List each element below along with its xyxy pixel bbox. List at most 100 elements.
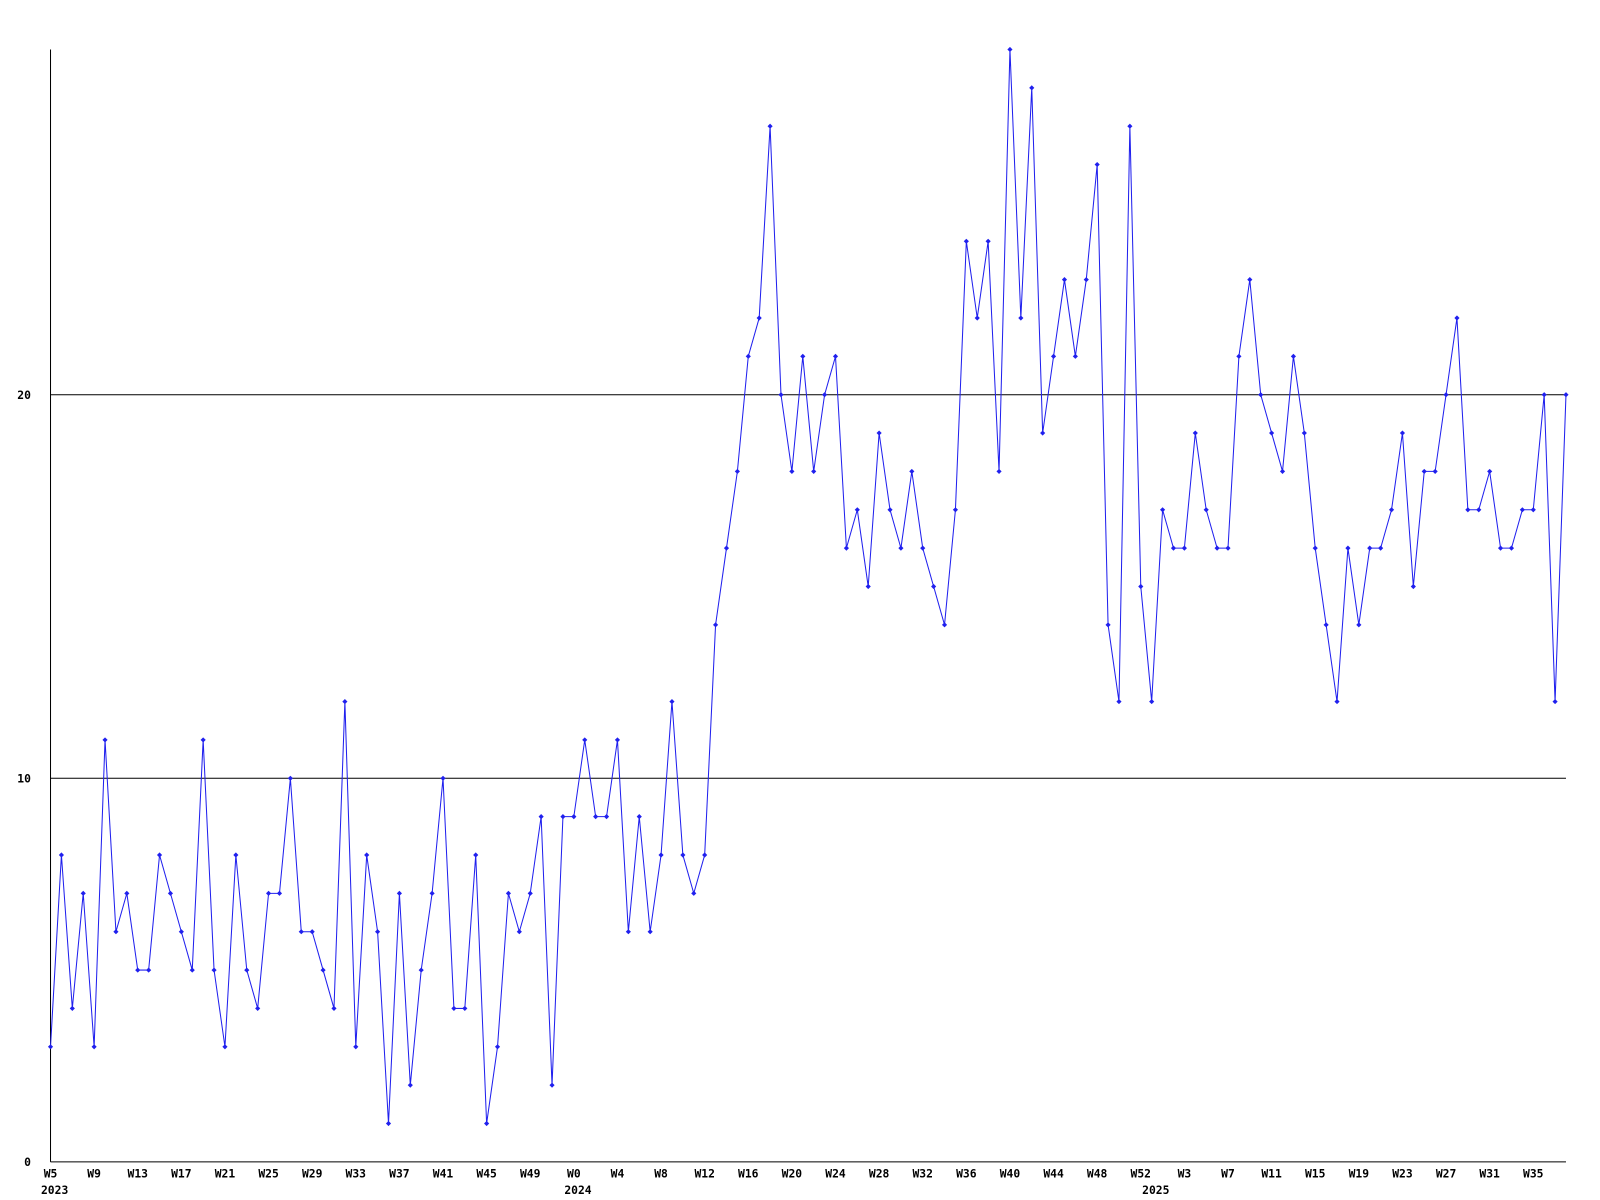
data-point: [723, 545, 730, 551]
x-tick-label: W24: [825, 1166, 846, 1180]
data-point: [265, 890, 272, 896]
data-point: [1094, 161, 1100, 168]
data-point: [1497, 545, 1504, 551]
data-point: [494, 1044, 501, 1050]
data-point: [1421, 468, 1427, 474]
x-tick-label: W8: [654, 1166, 668, 1180]
data-point: [342, 698, 348, 705]
data-point: [407, 1082, 413, 1088]
x-tick-label: W21: [215, 1166, 236, 1180]
data-point: [1465, 507, 1471, 513]
x-tick-label: W7: [1221, 1166, 1235, 1180]
data-point: [560, 814, 566, 820]
x-tick-label: W44: [1043, 1166, 1064, 1180]
data-point: [909, 468, 915, 474]
x-tick-label: W23: [1392, 1166, 1413, 1180]
data-point: [1138, 583, 1144, 590]
x-tick-label: W52: [1131, 1166, 1151, 1180]
x-tick-label: W48: [1087, 1166, 1108, 1180]
x-tick-label: W11: [1261, 1166, 1282, 1180]
data-point: [1290, 353, 1296, 359]
data-point: [1508, 545, 1515, 551]
data-point: [1388, 507, 1395, 513]
data-point: [1410, 583, 1416, 590]
x-tick-label: W9: [87, 1166, 101, 1180]
x-year-label: 2023: [41, 1183, 68, 1197]
data-point: [276, 890, 283, 896]
data-point: [1192, 430, 1198, 436]
data-point: [854, 507, 860, 513]
x-tick-label: W41: [433, 1166, 454, 1180]
data-point: [505, 890, 512, 896]
data-point: [876, 430, 882, 436]
data-point: [1007, 46, 1013, 53]
x-tick-label: W19: [1349, 1166, 1370, 1180]
data-point: [614, 737, 621, 743]
data-point: [996, 468, 1002, 474]
x-tick-label: W17: [171, 1166, 191, 1180]
data-point: [603, 814, 610, 820]
data-point: [1519, 507, 1525, 513]
data-point: [658, 852, 664, 858]
y-tick-label: 10: [17, 771, 31, 785]
data-point: [233, 852, 239, 858]
x-tick-label: W37: [389, 1166, 409, 1180]
data-point: [1018, 315, 1024, 321]
data-point: [1170, 545, 1177, 551]
data-point: [1269, 430, 1275, 436]
data-point: [952, 507, 959, 513]
data-point: [1127, 123, 1133, 129]
x-tick-label: W25: [258, 1166, 279, 1180]
data-point: [353, 1044, 359, 1050]
data-point: [473, 852, 479, 858]
data-point: [1072, 353, 1078, 359]
data-point: [516, 929, 522, 935]
data-point: [887, 507, 893, 513]
data-point: [1541, 392, 1547, 398]
data-point: [1399, 430, 1406, 436]
x-year-label: 2024: [564, 1183, 591, 1197]
data-point: [1149, 698, 1155, 705]
data-point: [1061, 277, 1068, 283]
data-point: [47, 1044, 54, 1050]
data-point: [146, 967, 152, 973]
x-tick-label: W29: [302, 1166, 323, 1180]
data-point: [309, 929, 315, 935]
data-point: [1563, 392, 1569, 398]
data-point: [320, 967, 326, 973]
data-point: [865, 583, 871, 590]
data-point: [1029, 85, 1035, 91]
data-point: [1116, 698, 1122, 705]
data-point: [974, 315, 980, 321]
data-point: [636, 814, 642, 820]
data-point: [1443, 392, 1449, 398]
data-point: [418, 967, 424, 973]
data-point: [1225, 545, 1231, 551]
data-point: [963, 238, 969, 244]
x-tick-label: W27: [1436, 1166, 1456, 1180]
data-point: [712, 622, 719, 628]
data-point: [789, 468, 795, 474]
data-point: [1323, 622, 1329, 628]
data-point: [484, 1120, 490, 1127]
data-point: [1367, 545, 1373, 551]
data-point: [1203, 507, 1209, 513]
data-point: [1312, 545, 1318, 551]
data-point: [1476, 507, 1482, 513]
data-point: [1552, 698, 1558, 705]
data-point: [669, 698, 675, 705]
x-tick-label: W5: [44, 1166, 58, 1180]
data-point: [222, 1044, 228, 1050]
data-point: [211, 967, 217, 973]
data-point: [1279, 468, 1286, 474]
data-point: [124, 890, 130, 896]
data-point: [571, 814, 577, 820]
data-point: [1378, 545, 1384, 551]
x-tick-label: W28: [869, 1166, 890, 1180]
x-tick-label: W16: [738, 1166, 759, 1180]
x-tick-label: W40: [1000, 1166, 1021, 1180]
data-point: [91, 1044, 97, 1050]
data-point: [1181, 545, 1187, 551]
